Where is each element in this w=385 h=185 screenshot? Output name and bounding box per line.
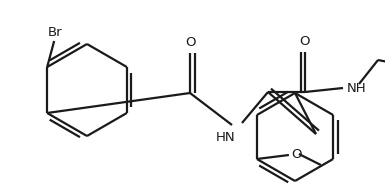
Text: Br: Br bbox=[48, 26, 62, 39]
Text: NH: NH bbox=[347, 82, 367, 95]
Text: O: O bbox=[185, 36, 195, 49]
Text: O: O bbox=[300, 35, 310, 48]
Text: O: O bbox=[291, 147, 301, 161]
Text: HN: HN bbox=[216, 131, 236, 144]
